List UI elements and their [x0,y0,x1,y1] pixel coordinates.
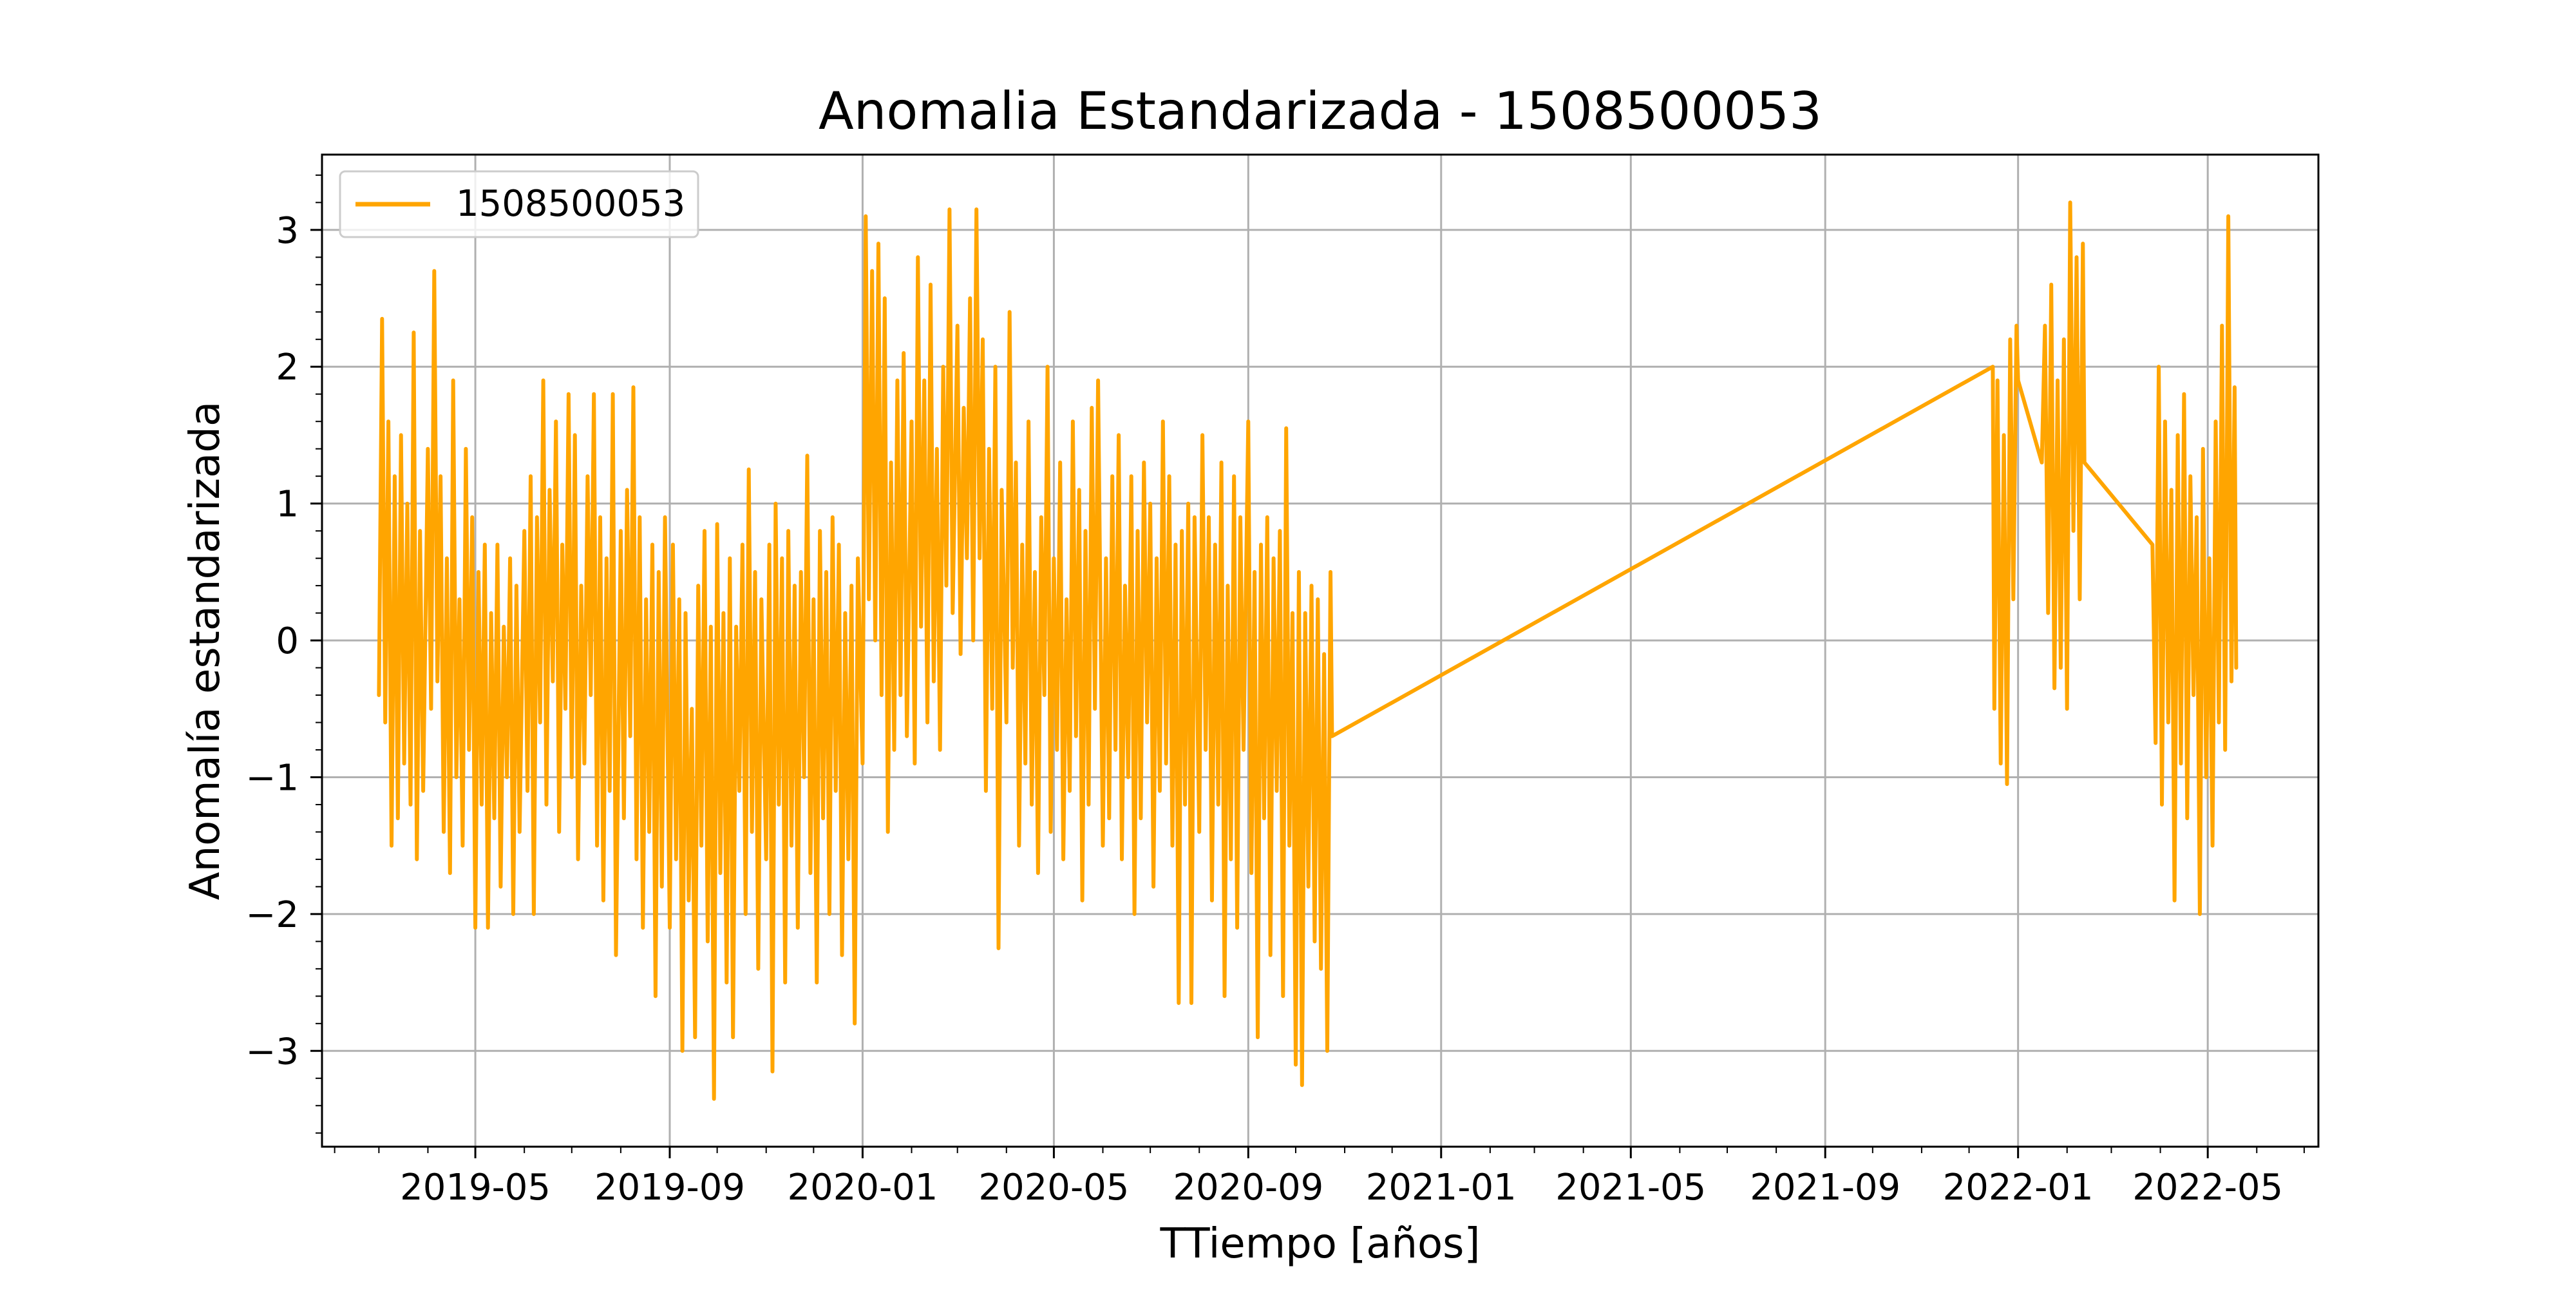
x-tick-label: 2021-01 [1366,1167,1517,1209]
x-tick-label: 2019-05 [400,1167,551,1209]
y-tick-label: 3 [276,210,299,252]
x-tick-label: 2020-05 [978,1167,1129,1209]
plot-frame [321,153,2320,1148]
y-tick-label: 2 [276,347,299,388]
x-tick-label: 2022-01 [1943,1167,2094,1209]
y-tick-label: −3 [245,1031,299,1073]
legend-box [339,170,699,238]
x-tick-label: 2022-05 [2132,1167,2283,1209]
series-line-1508500053 [377,200,2239,1101]
y-tick-label: 1 [276,484,299,526]
chart-title: Anomalia Estandarizada - 1508500053 [819,81,1822,141]
x-tick-label: 2021-05 [1555,1167,1706,1209]
legend-entry-1508500053: 1508500053 [456,183,685,225]
x-tick-label: 2020-09 [1173,1167,1323,1209]
x-tick-label: 2019-09 [594,1167,745,1209]
y-tick-label: 0 [276,620,299,662]
y-tick-label: −2 [245,894,299,936]
x-tick-label: 2020-01 [787,1167,938,1209]
axis-ticks: 2019-05 2019-09 2020-01 2020-05 2020-09 2021-… [245,174,2305,1209]
x-axis-label: TTiempo [años] [1160,1220,1481,1268]
series-layer [377,200,2239,1101]
legend: 1508500053 [339,170,699,238]
x-tick-label: 2021-09 [1750,1167,1900,1209]
y-axis-label: Anomalía estandarizada [182,401,229,900]
y-tick-label: −1 [245,757,299,799]
